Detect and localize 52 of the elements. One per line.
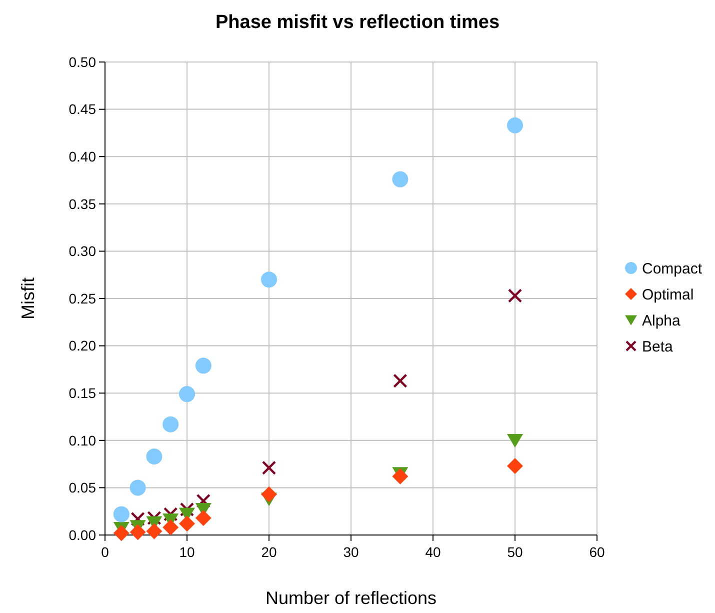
point — [262, 460, 276, 475]
point — [393, 374, 408, 388]
point — [507, 434, 523, 448]
y-tick-label: 0.00 — [68, 526, 96, 543]
point — [113, 525, 130, 542]
legend-label: Alpha — [642, 312, 682, 330]
point — [130, 524, 146, 540]
point — [508, 288, 522, 303]
point — [261, 272, 277, 288]
point — [392, 171, 408, 188]
point — [195, 510, 212, 526]
y-axis-title: Misfit — [18, 278, 38, 320]
point — [162, 416, 179, 432]
point — [392, 468, 408, 484]
chart-title: Phase misfit vs reflection times — [215, 12, 500, 33]
y-tick-label: 0.30 — [68, 243, 96, 260]
y-tick-label: 0.50 — [68, 54, 96, 70]
point — [179, 516, 195, 532]
x-tick-label: 20 — [261, 544, 277, 560]
point — [180, 502, 194, 517]
x-tick-label: 0 — [101, 544, 110, 560]
point — [195, 358, 212, 374]
point — [507, 458, 523, 474]
y-tick-label: 0.35 — [68, 196, 96, 212]
x-tick-label: 50 — [507, 544, 523, 560]
x-tick-label: 10 — [179, 544, 195, 560]
y-tick-label: 0.15 — [68, 385, 96, 401]
legend-label: Compact — [642, 260, 703, 278]
point — [162, 519, 179, 536]
point — [261, 486, 277, 502]
x-tick-label: 60 — [589, 544, 605, 560]
y-tick-label: 0.40 — [68, 148, 96, 164]
point — [130, 480, 146, 496]
point — [179, 386, 195, 402]
y-tick-label: 0.45 — [68, 101, 96, 118]
x-axis-title: Number of reflections — [265, 588, 437, 608]
point — [113, 506, 130, 522]
point — [507, 117, 523, 134]
point — [146, 523, 162, 540]
legend-label: Optimal — [642, 286, 694, 304]
legend-label: Beta — [642, 338, 674, 356]
point — [164, 507, 178, 522]
point — [146, 448, 162, 464]
point — [147, 510, 162, 526]
y-tick-label: 0.25 — [68, 290, 96, 306]
x-tick-label: 40 — [425, 544, 441, 560]
y-tick-label: 0.05 — [68, 480, 96, 496]
point — [130, 512, 145, 526]
point — [196, 494, 210, 508]
x-tick-label: 30 — [343, 544, 359, 560]
y-tick-label: 0.20 — [68, 338, 96, 354]
y-tick-label: 0.10 — [68, 432, 96, 448]
